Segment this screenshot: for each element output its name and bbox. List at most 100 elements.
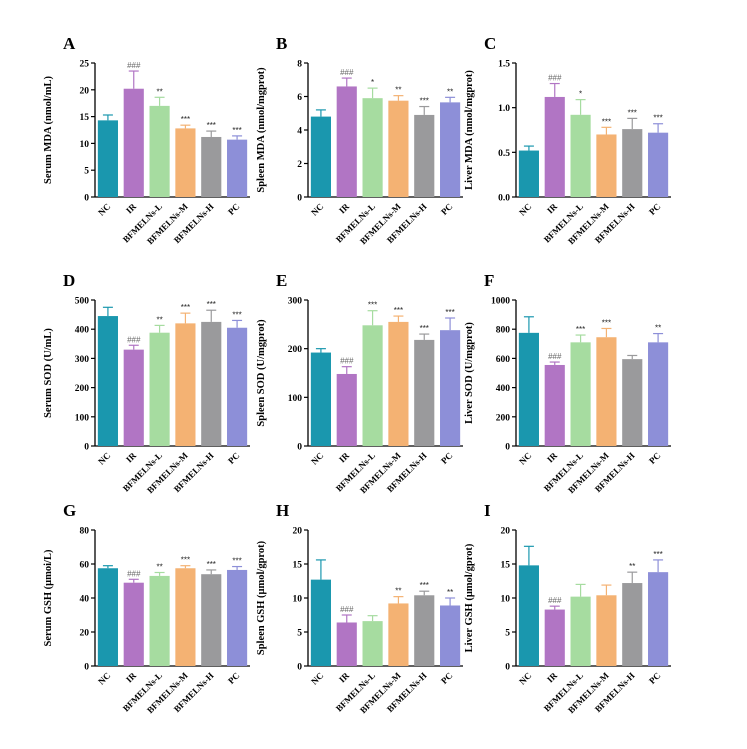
- y-axis-label: Liver SOD (U/mgprot): [464, 322, 475, 424]
- bar-bfmelns-l: [362, 98, 383, 197]
- bar-pc: [440, 605, 461, 666]
- significance-label: ***: [602, 318, 611, 327]
- y-tick-label: 100: [75, 413, 90, 423]
- bar-bfmelns-m: [175, 323, 196, 446]
- y-tick-label: 500: [75, 297, 90, 307]
- bar-ir: [544, 609, 565, 666]
- y-axis-label: Spleen MDA (nmol/mgprot): [256, 67, 267, 193]
- y-tick-label: 10: [501, 595, 511, 605]
- significance-label: ***: [653, 114, 662, 123]
- significance-label: ***: [368, 301, 377, 310]
- bar-bfmelns-m: [175, 568, 196, 666]
- bar-bfmelns-m: [596, 337, 617, 446]
- bar-pc: [648, 132, 669, 197]
- bar-nc: [97, 316, 118, 446]
- bar-bfmelns-h: [622, 583, 643, 666]
- bar-pc: [227, 327, 248, 446]
- x-tick-label: IR: [545, 450, 559, 464]
- bar-nc: [97, 120, 118, 197]
- significance-label: ***: [232, 557, 241, 566]
- y-tick-label: 0: [297, 663, 302, 673]
- x-tick-label: PC: [647, 450, 663, 466]
- significance-label: **: [447, 588, 453, 597]
- x-tick-label: NC: [96, 450, 112, 466]
- bar-bfmelns-h: [201, 321, 222, 446]
- significance-label: **: [156, 315, 162, 324]
- bar-ir: [336, 86, 357, 197]
- y-tick-label: 0: [505, 443, 510, 453]
- bar-pc: [440, 330, 461, 446]
- bar-bfmelns-m: [388, 100, 409, 197]
- y-tick-label: 5: [84, 167, 89, 177]
- y-tick-label: 15: [501, 561, 511, 571]
- significance-label: ###: [548, 74, 562, 83]
- significance-label: **: [156, 87, 162, 96]
- significance-label: **: [395, 587, 401, 596]
- significance-label: ***: [181, 303, 190, 312]
- significance-label: ###: [548, 352, 562, 361]
- y-tick-label: 0: [84, 663, 89, 673]
- chart-panel-f: F Liver SOD (U/mgprot) 0 200 400 600 800 1000 NC…: [464, 271, 671, 495]
- x-tick-label: PC: [439, 201, 455, 217]
- panel-letter: E: [276, 271, 287, 290]
- y-tick-label: 300: [288, 297, 303, 307]
- bar-nc: [97, 568, 118, 666]
- significance-label: **: [655, 324, 661, 333]
- bar-pc: [227, 569, 248, 666]
- y-tick-label: 10: [293, 595, 303, 605]
- x-tick-label: IR: [124, 201, 138, 215]
- significance-label: ***: [420, 581, 429, 590]
- panel-letter: B: [276, 34, 287, 53]
- y-axis-label: Liver MDA (nmol/mgprot): [464, 70, 475, 190]
- bar-nc: [310, 352, 331, 446]
- bar-bfmelns-h: [622, 359, 643, 446]
- y-tick-label: 0.0: [498, 194, 510, 204]
- x-tick-label: IR: [337, 670, 351, 684]
- bar-ir: [123, 582, 144, 666]
- bar-bfmelns-l: [570, 342, 591, 446]
- panel-letter: H: [276, 501, 289, 520]
- bar-bfmelns-l: [149, 332, 170, 446]
- bar-ir: [544, 364, 565, 446]
- x-tick-label: NC: [517, 670, 533, 686]
- y-tick-label: 0: [505, 663, 510, 673]
- y-tick-label: 60: [80, 561, 90, 571]
- y-tick-label: 1.5: [498, 60, 510, 70]
- chart-panel-e: E Spleen SOD (U/mgprot) 0 100 200 300 NC ### IR *…: [256, 271, 463, 495]
- x-tick-label: PC: [226, 201, 242, 217]
- y-tick-label: 600: [496, 355, 511, 365]
- x-tick-label: PC: [226, 450, 242, 466]
- y-tick-label: 20: [80, 629, 90, 639]
- significance-label: *: [579, 90, 582, 99]
- significance-label: ***: [602, 117, 611, 126]
- y-axis-label: Liver GSH (μmol/gprot): [464, 543, 475, 652]
- bar-bfmelns-h: [622, 129, 643, 197]
- panel-letter: C: [484, 34, 496, 53]
- bar-bfmelns-m: [388, 321, 409, 446]
- significance-label: **: [395, 86, 401, 95]
- significance-label: ###: [548, 596, 562, 605]
- y-tick-label: 40: [80, 595, 90, 605]
- significance-label: ***: [394, 306, 403, 315]
- y-tick-label: 5: [505, 629, 510, 639]
- y-tick-label: 0: [297, 194, 302, 204]
- y-axis-label: Spleen GSH (μmol/gprot): [256, 540, 267, 655]
- y-tick-label: 400: [496, 384, 511, 394]
- significance-label: ***: [420, 97, 429, 106]
- panel-letter: A: [63, 34, 76, 53]
- y-tick-label: 20: [501, 527, 511, 537]
- significance-label: ###: [127, 569, 141, 578]
- y-tick-label: 20: [293, 527, 303, 537]
- significance-label: **: [629, 562, 635, 571]
- bar-ir: [336, 622, 357, 666]
- panel-letter: I: [484, 501, 491, 520]
- bar-bfmelns-h: [414, 339, 435, 446]
- bar-bfmelns-h: [201, 574, 222, 666]
- y-tick-label: 200: [75, 384, 90, 394]
- bar-bfmelns-m: [175, 128, 196, 197]
- significance-label: ###: [127, 335, 141, 344]
- x-tick-label: NC: [309, 201, 325, 217]
